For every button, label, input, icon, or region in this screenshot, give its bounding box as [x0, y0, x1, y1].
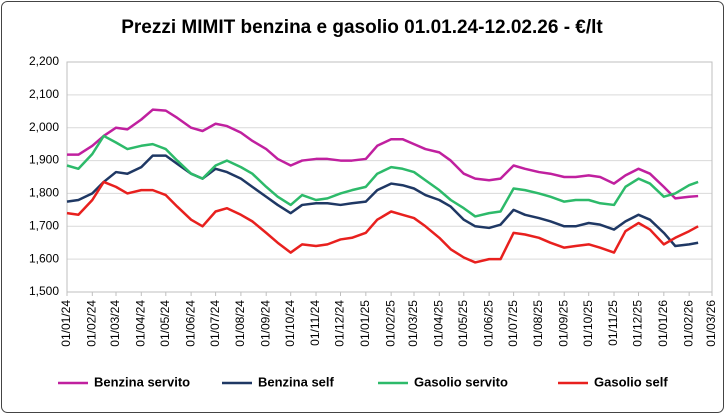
y-tick-label: 2,200: [29, 54, 59, 68]
x-tick-label: 01/08/24: [233, 300, 247, 347]
x-tick-label: 01/08/25: [531, 300, 545, 347]
series-line: [66, 134, 699, 218]
x-tick-label: 01/02/24: [84, 300, 98, 347]
y-tick-label: 1,700: [29, 218, 59, 232]
x-tick-label: 01/11/24: [308, 300, 322, 346]
x-tick-label: 01/01/25: [358, 300, 372, 347]
series-line: [66, 180, 699, 264]
legend-label: Benzina servito: [94, 374, 190, 389]
chart-title: Prezzi MIMIT benzina e gasolio 01.01.24-…: [121, 17, 603, 38]
x-tick-label: 01/12/25: [631, 300, 645, 347]
y-tick-label: 1,600: [29, 251, 59, 265]
series-line: [67, 108, 699, 200]
x-tick-label: 01/03/24: [108, 300, 122, 347]
y-tick-label: 1,900: [29, 153, 59, 167]
x-tick-label: 01/03/26: [704, 300, 718, 347]
x-tick-label: 01/01/26: [656, 300, 670, 347]
x-tick-label: 01/02/25: [383, 300, 397, 347]
legend-label: Gasolio self: [594, 374, 668, 389]
y-tick-label: 2,000: [29, 120, 59, 134]
x-tick-label: 01/12/24: [333, 300, 347, 347]
x-tick-label: 01/06/25: [481, 300, 495, 347]
x-tick-label: 01/02/26: [681, 300, 695, 347]
x-tick-label: 01/09/25: [556, 300, 570, 347]
series-line: [66, 154, 699, 248]
x-tick-label: 01/04/25: [431, 300, 445, 347]
x-tick-label: 01/04/24: [133, 300, 147, 347]
x-tick-label: 01/06/24: [183, 300, 197, 347]
y-tick-label: 1,500: [29, 284, 59, 298]
x-tick-label: 01/10/24: [283, 300, 297, 347]
x-tick-label: 01/03/25: [406, 300, 420, 347]
legend-label: Benzina self: [258, 374, 335, 389]
x-tick-label: 01/09/24: [258, 300, 272, 347]
y-tick-label: 1,800: [29, 186, 59, 200]
x-tick-label: 01/11/25: [606, 300, 620, 346]
plot-area: [66, 61, 713, 293]
legend-label: Gasolio servito: [414, 374, 508, 389]
x-tick-label: 01/07/25: [506, 300, 520, 347]
x-tick-label: 01/05/25: [456, 300, 470, 347]
x-tick-label: 01/05/24: [158, 300, 172, 347]
x-tick-label: 01/01/24: [59, 300, 73, 347]
x-tick-label: 01/10/25: [581, 300, 595, 347]
x-tick-label: 01/07/24: [208, 300, 222, 347]
y-tick-label: 2,100: [29, 87, 59, 101]
